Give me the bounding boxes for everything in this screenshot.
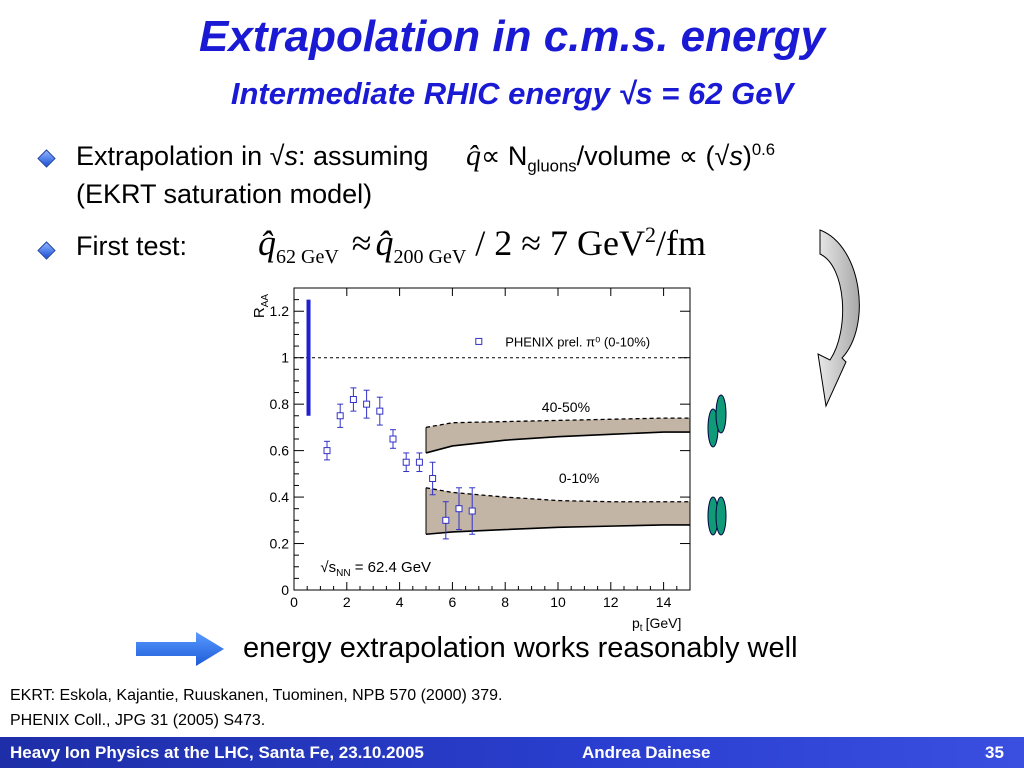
x-tick-label: 6 — [449, 594, 457, 610]
formula-rest: / 2 ≈ 7 GeV — [466, 223, 646, 263]
formula-unit: /fm — [656, 223, 707, 263]
data-point — [442, 516, 450, 524]
data-point — [455, 505, 463, 513]
n-gluons-subscript: gluons — [527, 156, 577, 176]
proportional-symbol: ∝ — [481, 141, 501, 171]
reference-phenix: PHENIX Coll., JPG 31 (2005) S473. — [10, 712, 266, 729]
slide-title: Extrapolation in c.m.s. energy — [199, 12, 825, 61]
footer-bar: Heavy Ion Physics at the LHC, Santa Fe, … — [0, 737, 1024, 768]
formula-sub-200: 200 GeV — [393, 246, 467, 269]
formula-qhat-2: q̂ — [375, 223, 394, 263]
bullet-1-s: s — [284, 141, 298, 171]
y-tick-label: 0 — [281, 582, 289, 598]
x-axis-label-sub: t — [640, 623, 643, 634]
x-tick-label: 10 — [550, 594, 566, 610]
data-point — [376, 407, 384, 415]
y-tick-label: 0.8 — [270, 396, 290, 412]
y-tick-label: 1.2 — [270, 303, 290, 319]
band-lower-edge — [425, 431, 690, 454]
data-point — [363, 400, 371, 408]
bullet-2-label: First test: — [76, 231, 188, 261]
x-tick-label: 2 — [343, 594, 351, 610]
exponent: 0.6 — [751, 140, 776, 159]
green-ellipses — [707, 394, 727, 536]
sqrt-s: s — [729, 141, 743, 171]
bullet-1: Extrapolation in √s: assuming q̂∝ Ngluon… — [76, 139, 775, 176]
formula-sub-62: 62 GeV — [276, 246, 339, 269]
y-tick-label: 0.4 — [270, 489, 290, 505]
slide-subtitle: Intermediate RHIC energy √s = 62 GeV — [230, 76, 794, 111]
data-point — [402, 458, 410, 466]
x-tick-label: 12 — [603, 594, 619, 610]
data-point — [389, 435, 397, 443]
n-gluons: N — [507, 141, 528, 171]
data-point — [429, 474, 437, 482]
bullet-diamond-icon — [37, 241, 56, 260]
dashed-curve — [425, 417, 690, 429]
ellipse-icon — [715, 496, 727, 536]
footer-page-number: 35 — [985, 743, 1004, 762]
conclusion-text: energy extrapolation works reasonably we… — [243, 632, 798, 664]
formula-qhat-1: q̂ — [258, 223, 276, 263]
ellipse-icon — [715, 394, 727, 434]
x-axis-label-unit: [GeV] — [646, 615, 682, 631]
energy-label-value: = 62.4 GeV — [351, 559, 431, 576]
paren-close: ) — [742, 141, 752, 171]
y-tick-label: 1 — [281, 350, 289, 366]
legend-marker — [475, 337, 483, 345]
formula-square: 2 — [645, 222, 657, 247]
dashed-curve — [425, 487, 690, 503]
energy-label-sub: NN — [336, 568, 350, 579]
band-label-0-10: 0-10% — [559, 470, 599, 486]
footer-author: Andrea Dainese — [582, 743, 711, 762]
bullet-1-prefix: Extrapolation in √ — [76, 141, 285, 171]
x-tick-label: 4 — [396, 594, 404, 610]
data-point — [415, 458, 423, 466]
bullet-1-assuming: : assuming — [297, 141, 429, 171]
band-0-10% — [426, 487, 690, 535]
reference-ekrt: EKRT: Eskola, Kajantie, Ruuskanen, Tuomi… — [10, 687, 503, 704]
curved-arrow-icon — [817, 229, 860, 408]
right-arrow-icon — [136, 632, 224, 666]
band-lower-edge — [425, 524, 690, 536]
x-tick-label: 0 — [290, 594, 298, 610]
data-point — [468, 507, 476, 515]
data-point — [349, 396, 357, 404]
band-label-40-50: 40-50% — [542, 399, 590, 415]
bullet-diamond-icon — [37, 149, 56, 168]
bullet-1-line2: (EKRT saturation model) — [76, 179, 373, 209]
proportional-symbol-2: ∝ — [678, 141, 699, 171]
x-tick-label: 14 — [656, 594, 672, 610]
y-tick-label: 0.6 — [270, 443, 290, 459]
y-tick-label: 0.2 — [270, 536, 290, 552]
legend-label: PHENIX prel. π⁰ (0-10%) — [505, 334, 650, 349]
data-point — [336, 412, 344, 420]
data-point — [323, 447, 331, 455]
y-axis-label: RAA — [251, 294, 271, 319]
per-volume: /volume — [576, 141, 672, 171]
x-tick-label: 8 — [501, 594, 509, 610]
band-40-50% — [426, 418, 690, 453]
sqrt-open: (√ — [705, 141, 730, 171]
formula: q̂62 GeV ≈ q̂200 GeV / 2 ≈ 7 GeV2/fm — [258, 222, 706, 269]
energy-label: √sNN = 62.4 GeV — [320, 559, 431, 579]
footer-conference: Heavy Ion Physics at the LHC, Santa Fe, … — [10, 743, 424, 762]
y-axis-label-sub: AA — [260, 294, 271, 308]
qhat-symbol: q̂ — [466, 139, 482, 172]
formula-approx: ≈ — [351, 223, 372, 263]
